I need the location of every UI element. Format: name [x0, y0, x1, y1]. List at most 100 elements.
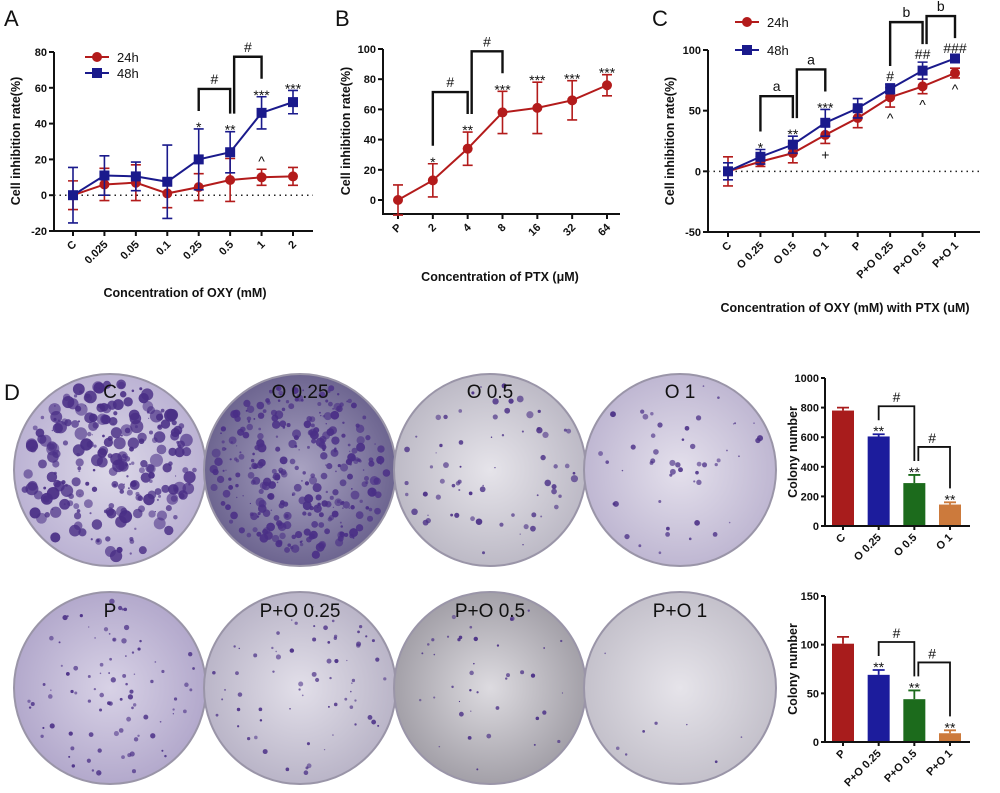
data-point [288, 97, 298, 108]
colony [369, 476, 379, 486]
bracket-label: # [211, 71, 219, 87]
y-tick-label: 50 [807, 688, 819, 700]
colony [351, 678, 356, 683]
colony [246, 416, 252, 422]
colony [332, 489, 339, 496]
colony [332, 407, 335, 410]
colony [312, 483, 322, 493]
colony [71, 420, 79, 428]
legend-marker [742, 45, 752, 55]
colony [59, 498, 71, 510]
colony [438, 745, 441, 748]
colony [340, 463, 349, 472]
colony [349, 450, 351, 452]
legend-marker [742, 17, 752, 27]
colony [278, 470, 282, 474]
y-tick-label: 100 [358, 44, 376, 56]
colony [475, 518, 483, 526]
colony [317, 402, 322, 406]
colony [228, 477, 232, 481]
colony [321, 500, 328, 507]
colony [471, 391, 475, 395]
colony [689, 443, 696, 450]
y-tick-label: 0 [813, 521, 819, 533]
colony [50, 532, 61, 543]
colony [123, 607, 128, 612]
error-bar [944, 729, 956, 734]
colony [504, 407, 511, 414]
colony [310, 423, 315, 428]
data-point [950, 53, 960, 64]
y-tick-label: -20 [31, 226, 47, 238]
colony [149, 453, 164, 467]
x-tick-label: 8 [496, 222, 509, 235]
colony [166, 493, 179, 505]
colony [319, 411, 321, 414]
colony [272, 670, 275, 673]
colony [331, 510, 339, 518]
colony [469, 688, 472, 692]
bracket-label: # [893, 625, 901, 641]
colony [116, 379, 127, 390]
colony [320, 604, 323, 607]
colony [121, 608, 124, 611]
colony [275, 650, 277, 653]
colony [443, 414, 448, 420]
significance-mark: ** [787, 126, 798, 142]
colony [276, 481, 279, 484]
bracket-label: b [937, 0, 945, 14]
colony [450, 513, 454, 517]
colony [243, 399, 251, 408]
colony [308, 476, 318, 485]
colony [356, 442, 366, 452]
y-axis-label: Cell inhibition rate(%) [663, 77, 677, 205]
colony [258, 488, 264, 495]
colony [657, 422, 663, 428]
colony [333, 449, 337, 453]
colony [516, 395, 524, 403]
data-point [256, 107, 267, 118]
colony [271, 468, 277, 474]
colony [277, 522, 287, 532]
colony [110, 677, 116, 683]
colony [62, 396, 75, 409]
colony [192, 467, 197, 473]
y-axis-label: Cell inhibition rate(%) [339, 67, 353, 195]
colony [161, 669, 165, 674]
y-tick-label: 100 [683, 45, 701, 57]
colony [536, 494, 539, 497]
colony [354, 723, 357, 726]
colony [101, 414, 111, 425]
colony [325, 464, 327, 466]
colony [189, 688, 193, 692]
colony [76, 509, 81, 513]
colony [658, 551, 662, 555]
colony [62, 614, 68, 621]
colony [270, 509, 273, 512]
x-tick-label: 64 [596, 221, 614, 239]
colony [351, 447, 358, 454]
colony [236, 496, 238, 499]
colony [125, 682, 128, 686]
colony [501, 434, 505, 437]
error-bar [837, 635, 849, 644]
colony [120, 434, 123, 437]
colony [347, 443, 351, 447]
colony [125, 463, 128, 467]
colony [148, 510, 156, 518]
series-48h [723, 53, 960, 181]
colony [149, 409, 163, 423]
colony [535, 716, 540, 721]
colony [158, 425, 162, 429]
colony [368, 507, 373, 512]
colony [53, 417, 57, 421]
error-bar [872, 669, 885, 675]
colony [240, 426, 246, 433]
data-point [68, 190, 78, 201]
x-tick-label: P [834, 748, 848, 762]
colony [332, 506, 335, 509]
y-tick-label: 20 [35, 154, 47, 166]
colony [110, 427, 122, 439]
chart-b: 0 20 40 60 80 100 P 2 4 8 16 32 64 Concentration of P… [339, 33, 620, 284]
colony [352, 536, 355, 539]
